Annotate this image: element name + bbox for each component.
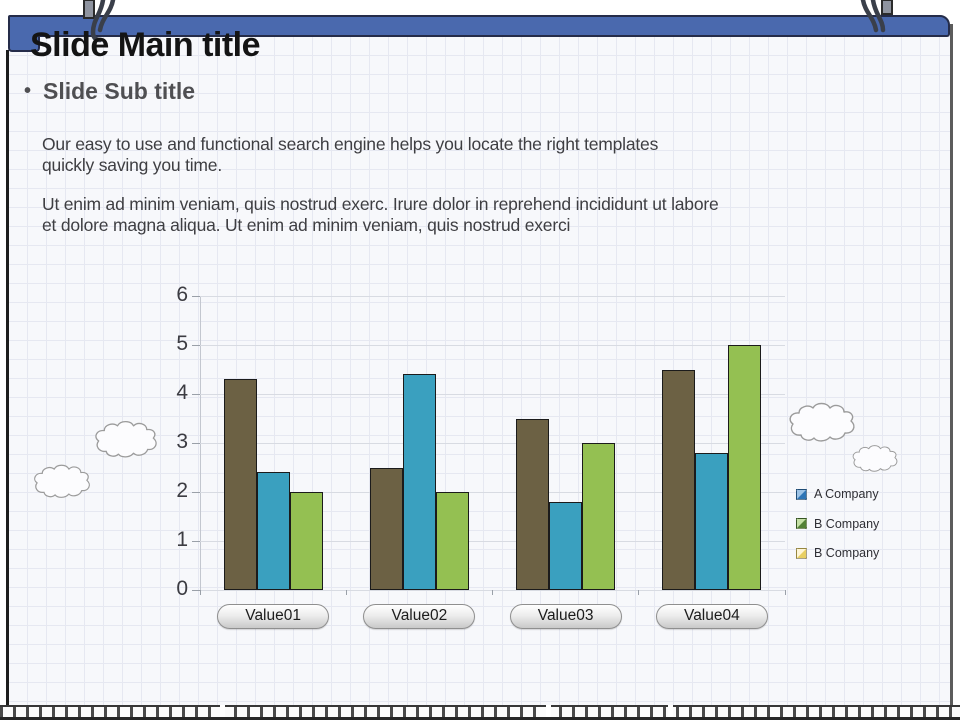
y-axis-tick (192, 540, 200, 542)
y-tick-label: 1 (176, 528, 188, 551)
y-axis-tick (192, 393, 200, 395)
right-hanger-hook-icon (860, 0, 893, 33)
x-axis-tick (784, 590, 786, 595)
y-gridline (200, 442, 785, 444)
legend-label: B Company (814, 546, 880, 560)
page-title: Slide Main title (30, 26, 261, 64)
paragraph-2: Ut enim ad minim veniam, quis nostrud ex… (42, 194, 719, 235)
top-blue-bar (8, 15, 950, 37)
x-axis-tick (199, 590, 201, 595)
y-tick-label: 5 (176, 332, 188, 355)
y-axis-tick (192, 491, 200, 493)
x-axis-tick (492, 590, 493, 595)
x-axis-tick (638, 590, 640, 595)
bar-value04-series-1 (662, 369, 696, 590)
bar-chart-plot-area (192, 295, 786, 595)
legend-item: B Company (796, 546, 879, 560)
cloud-icon (789, 402, 855, 442)
bullet-icon: • (24, 80, 32, 102)
legend-label: B Company (814, 516, 880, 531)
bar-value02-series-1 (369, 467, 403, 590)
legend-swatch-icon (796, 518, 807, 529)
y-tick-label: 4 (176, 381, 188, 404)
page-left-border (6, 50, 9, 705)
y-tick-label: 2 (176, 479, 188, 502)
category-label-button[interactable]: Value04 (655, 604, 768, 629)
bar-value04-series-3 (728, 345, 762, 590)
bar-value03-series-2 (549, 501, 583, 590)
bar-value03-series-1 (516, 418, 550, 590)
y-gridline (200, 540, 785, 542)
page-subtitle-label: Slide Sub title (43, 78, 196, 104)
page-right-border (950, 24, 953, 705)
bar-value02-series-3 (435, 492, 469, 590)
paragraph-2-line-2: et dolore magna aliqua. Ut enim ad minim… (42, 214, 571, 235)
legend-item: A Company (796, 487, 879, 501)
legend-item: B Company (796, 517, 879, 531)
y-gridline (200, 491, 785, 493)
bar-value04-series-2 (695, 452, 729, 590)
y-axis-tick (192, 344, 200, 346)
bar-value02-series-2 (402, 374, 436, 590)
body-text-block: Our easy to use and functional search en… (42, 134, 719, 254)
y-gridline (200, 295, 785, 297)
bar-value01-series-1 (223, 379, 257, 590)
legend-swatch-icon (796, 547, 807, 559)
y-tick-label: 3 (176, 430, 188, 453)
legend-label: A Company (814, 487, 879, 501)
y-axis-tick (192, 589, 200, 591)
paragraph-2-line-1: Ut enim ad minim veniam, quis nostrud ex… (42, 194, 719, 214)
cloud-icon (34, 464, 90, 498)
legend-swatch-icon (796, 488, 807, 500)
y-tick-label: 6 (176, 283, 188, 306)
paragraph-1-line-2: quickly saving you time. (42, 154, 223, 175)
film-strip-gap (668, 705, 673, 717)
category-label-button[interactable]: Value03 (509, 604, 622, 629)
bar-value01-series-2 (256, 472, 290, 590)
x-axis-tick (345, 590, 347, 595)
y-gridline (200, 393, 785, 395)
notebook-paper-background (8, 36, 951, 705)
paragraph-1: Our easy to use and functional search en… (42, 134, 719, 175)
left-hanger-hook-icon (83, 0, 116, 43)
category-label-button[interactable]: Value02 (363, 604, 476, 629)
y-gridline (200, 344, 785, 346)
film-strip-gap (546, 705, 551, 717)
y-axis-tick (192, 442, 200, 444)
film-strip-gap (220, 705, 225, 717)
film-strip-border (0, 705, 960, 720)
y-tick-label: 0 (176, 577, 188, 600)
page-subtitle: • Slide Sub title (24, 78, 195, 105)
top-blue-bar-corner-step (8, 35, 40, 52)
paragraph-1-line-1: Our easy to use and functional search en… (42, 134, 659, 154)
cloud-icon (852, 445, 898, 472)
cloud-icon (95, 420, 157, 458)
bar-value03-series-3 (582, 443, 616, 590)
bar-value01-series-3 (289, 492, 323, 590)
y-axis-tick (192, 295, 200, 297)
category-label-button[interactable]: Value01 (217, 604, 330, 629)
